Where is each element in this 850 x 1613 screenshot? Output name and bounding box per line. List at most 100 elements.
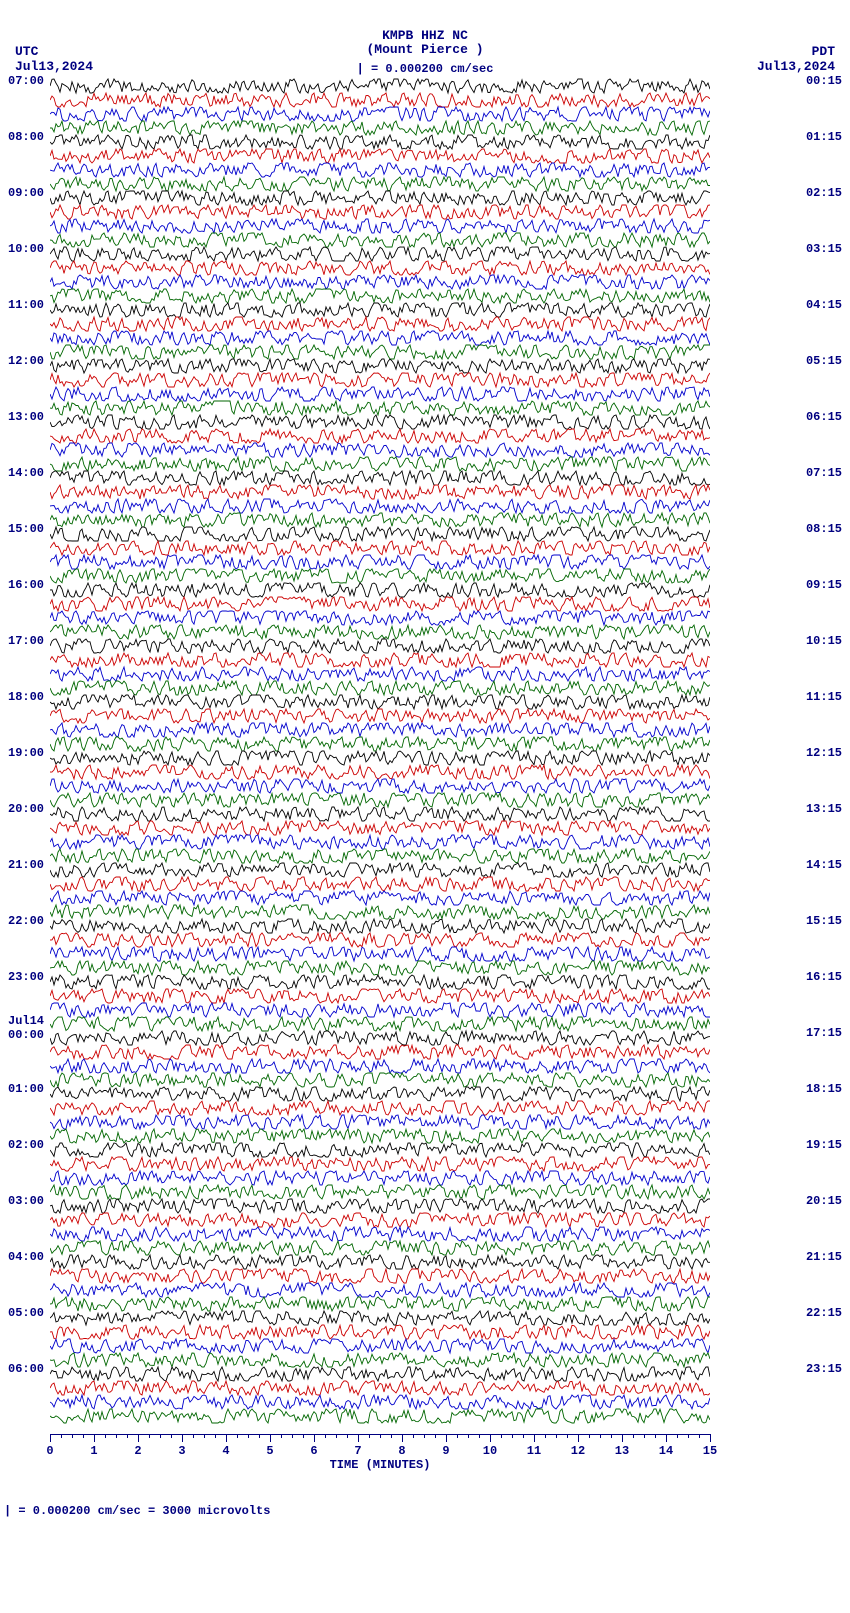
header-right-block: PDT Jul13,2024 — [757, 44, 835, 74]
x-tick-minor — [171, 1434, 172, 1438]
x-tick-major — [622, 1434, 623, 1442]
utc-time-label: 12:00 — [8, 354, 44, 368]
pdt-date: Jul13,2024 — [757, 59, 835, 74]
utc-time-label: 02:00 — [8, 1138, 44, 1152]
x-tick-minor — [127, 1434, 128, 1438]
pdt-time-label: 01:15 — [806, 130, 842, 144]
x-tick-label: 6 — [310, 1444, 317, 1458]
x-tick-minor — [589, 1434, 590, 1438]
x-tick-minor — [281, 1434, 282, 1438]
x-tick-minor — [567, 1434, 568, 1438]
trace-row — [0, 1410, 850, 1424]
x-tick-label: 9 — [442, 1444, 449, 1458]
pdt-time-label: 04:15 — [806, 298, 842, 312]
x-tick-minor — [699, 1434, 700, 1438]
x-tick-major — [358, 1434, 359, 1442]
utc-time-label: 17:00 — [8, 634, 44, 648]
x-tick-label: 11 — [527, 1444, 541, 1458]
utc-time-label: 07:00 — [8, 74, 44, 88]
x-tick-minor — [160, 1434, 161, 1438]
pdt-time-label: 19:15 — [806, 1138, 842, 1152]
utc-time-label: 03:00 — [8, 1194, 44, 1208]
utc-time-label: 20:00 — [8, 802, 44, 816]
x-tick-label: 10 — [483, 1444, 497, 1458]
header-left-block: UTC Jul13,2024 — [15, 44, 93, 74]
utc-time-label: 09:00 — [8, 186, 44, 200]
x-tick-minor — [677, 1434, 678, 1438]
x-tick-minor — [259, 1434, 260, 1438]
pdt-time-label: 11:15 — [806, 690, 842, 704]
pdt-time-label: 03:15 — [806, 242, 842, 256]
utc-time-label: 13:00 — [8, 410, 44, 424]
x-tick-minor — [83, 1434, 84, 1438]
x-tick-minor — [116, 1434, 117, 1438]
utc-time-label: 15:00 — [8, 522, 44, 536]
pdt-time-label: 05:15 — [806, 354, 842, 368]
x-tick-minor — [391, 1434, 392, 1438]
day-marker: Jul14 — [8, 1014, 44, 1028]
x-tick-label: 15 — [703, 1444, 717, 1458]
footer-scale: | = 0.000200 cm/sec = 3000 microvolts — [0, 1504, 850, 1518]
pdt-time-label: 08:15 — [806, 522, 842, 536]
x-tick-label: 14 — [659, 1444, 673, 1458]
pdt-time-label: 20:15 — [806, 1194, 842, 1208]
pdt-time-label: 02:15 — [806, 186, 842, 200]
pdt-time-label: 09:15 — [806, 578, 842, 592]
pdt-time-label: 07:15 — [806, 466, 842, 480]
x-tick-minor — [644, 1434, 645, 1438]
x-tick-minor — [501, 1434, 502, 1438]
plot-area: 07:0000:1508:0001:1509:0002:1510:0003:15… — [0, 80, 850, 1424]
utc-time-label: 19:00 — [8, 746, 44, 760]
trace-waveform — [50, 1402, 710, 1430]
x-tick-minor — [633, 1434, 634, 1438]
x-tick-major — [182, 1434, 183, 1442]
x-tick-minor — [413, 1434, 414, 1438]
x-tick-minor — [248, 1434, 249, 1438]
pdt-time-label: 00:15 — [806, 74, 842, 88]
x-tick-minor — [61, 1434, 62, 1438]
x-tick-label: 8 — [398, 1444, 405, 1458]
x-tick-minor — [380, 1434, 381, 1438]
x-tick-minor — [72, 1434, 73, 1438]
pdt-time-label: 10:15 — [806, 634, 842, 648]
pdt-label: PDT — [757, 44, 835, 59]
utc-time-label: 04:00 — [8, 1250, 44, 1264]
pdt-time-label: 13:15 — [806, 802, 842, 816]
x-tick-label: 7 — [354, 1444, 361, 1458]
utc-time-label: 08:00 — [8, 130, 44, 144]
pdt-time-label: 14:15 — [806, 858, 842, 872]
x-tick-major — [94, 1434, 95, 1442]
x-tick-label: 4 — [222, 1444, 229, 1458]
utc-time-label: 01:00 — [8, 1082, 44, 1096]
x-tick-major — [402, 1434, 403, 1442]
x-tick-major — [314, 1434, 315, 1442]
x-tick-minor — [424, 1434, 425, 1438]
x-tick-minor — [435, 1434, 436, 1438]
x-tick-minor — [105, 1434, 106, 1438]
x-tick-minor — [303, 1434, 304, 1438]
x-axis: TIME (MINUTES) 0123456789101112131415 — [50, 1434, 710, 1474]
x-tick-minor — [204, 1434, 205, 1438]
x-tick-minor — [457, 1434, 458, 1438]
x-tick-minor — [237, 1434, 238, 1438]
x-tick-label: 2 — [134, 1444, 141, 1458]
utc-time-label: 21:00 — [8, 858, 44, 872]
x-tick-label: 12 — [571, 1444, 585, 1458]
x-tick-minor — [149, 1434, 150, 1438]
location-subtitle: (Mount Pierce ) — [366, 42, 483, 57]
utc-time-value: 00:00 — [8, 1028, 44, 1042]
utc-time-label: 16:00 — [8, 578, 44, 592]
x-tick-minor — [479, 1434, 480, 1438]
utc-time-label: 22:00 — [8, 914, 44, 928]
pdt-time-label: 21:15 — [806, 1250, 842, 1264]
x-tick-major — [226, 1434, 227, 1442]
x-tick-major — [534, 1434, 535, 1442]
utc-time-label: 11:00 — [8, 298, 44, 312]
x-tick-minor — [336, 1434, 337, 1438]
x-tick-minor — [369, 1434, 370, 1438]
utc-time-label: 06:00 — [8, 1362, 44, 1376]
x-tick-minor — [545, 1434, 546, 1438]
pdt-time-label: 18:15 — [806, 1082, 842, 1096]
x-tick-minor — [655, 1434, 656, 1438]
x-tick-major — [578, 1434, 579, 1442]
